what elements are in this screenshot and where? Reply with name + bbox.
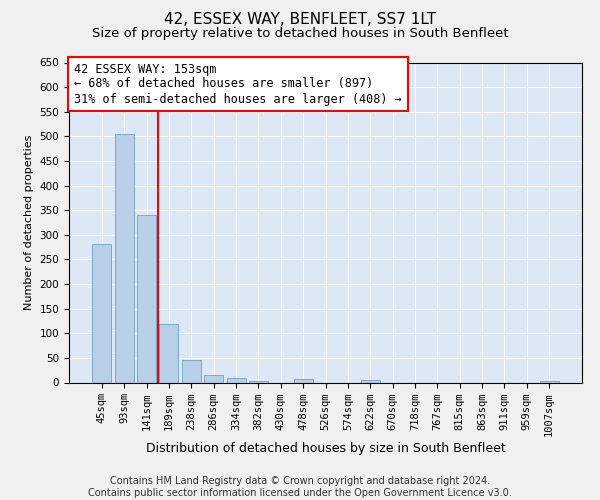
Bar <box>361 380 380 382</box>
X-axis label: Distribution of detached houses by size in South Benfleet: Distribution of detached houses by size … <box>146 442 505 454</box>
Bar <box>92 244 112 382</box>
Bar <box>137 215 156 382</box>
Bar <box>115 134 134 382</box>
Text: Contains HM Land Registry data © Crown copyright and database right 2024.
Contai: Contains HM Land Registry data © Crown c… <box>88 476 512 498</box>
Text: 42 ESSEX WAY: 153sqm
← 68% of detached houses are smaller (897)
31% of semi-deta: 42 ESSEX WAY: 153sqm ← 68% of detached h… <box>74 62 402 106</box>
Y-axis label: Number of detached properties: Number of detached properties <box>24 135 34 310</box>
Bar <box>293 378 313 382</box>
Bar <box>182 360 201 382</box>
Bar <box>249 381 268 382</box>
Bar <box>539 381 559 382</box>
Bar <box>227 378 245 382</box>
Text: Size of property relative to detached houses in South Benfleet: Size of property relative to detached ho… <box>92 28 508 40</box>
Bar <box>160 324 178 382</box>
Text: 42, ESSEX WAY, BENFLEET, SS7 1LT: 42, ESSEX WAY, BENFLEET, SS7 1LT <box>164 12 436 28</box>
Bar <box>204 374 223 382</box>
